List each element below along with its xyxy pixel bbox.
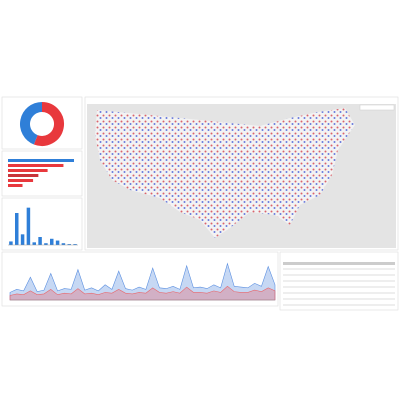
table-row bbox=[283, 280, 395, 282]
histogram-bar bbox=[38, 237, 42, 245]
histogram-bar bbox=[61, 243, 66, 245]
histogram-panel bbox=[1, 197, 83, 251]
series-area bbox=[9, 262, 276, 301]
donut-slice bbox=[33, 102, 64, 146]
table-row bbox=[283, 304, 395, 306]
table bbox=[283, 262, 395, 306]
table-row bbox=[283, 286, 395, 288]
table-row bbox=[283, 268, 395, 270]
histogram-bar bbox=[44, 243, 48, 245]
donut-slice bbox=[20, 102, 43, 145]
table-row bbox=[283, 292, 395, 294]
table-header bbox=[283, 262, 395, 265]
bar bbox=[8, 159, 74, 162]
histogram-bar bbox=[67, 244, 71, 245]
histogram-bar bbox=[9, 241, 13, 245]
histogram-bar bbox=[26, 207, 31, 245]
bar bbox=[8, 179, 34, 182]
histogram-bar bbox=[73, 244, 77, 245]
map-points bbox=[95, 108, 355, 238]
bar bbox=[8, 164, 64, 167]
map-search[interactable] bbox=[359, 104, 395, 111]
histogram-bar bbox=[50, 238, 54, 245]
histogram-bar bbox=[32, 242, 36, 245]
histogram-bar bbox=[15, 213, 19, 245]
table-row bbox=[283, 298, 395, 300]
bar bbox=[8, 184, 23, 187]
histogram-bar bbox=[55, 240, 60, 245]
histogram-bar bbox=[20, 234, 25, 245]
series-area bbox=[9, 285, 276, 301]
bar bbox=[8, 174, 39, 177]
table-row bbox=[283, 274, 395, 276]
bar-panel bbox=[1, 150, 83, 197]
bar bbox=[8, 169, 48, 172]
